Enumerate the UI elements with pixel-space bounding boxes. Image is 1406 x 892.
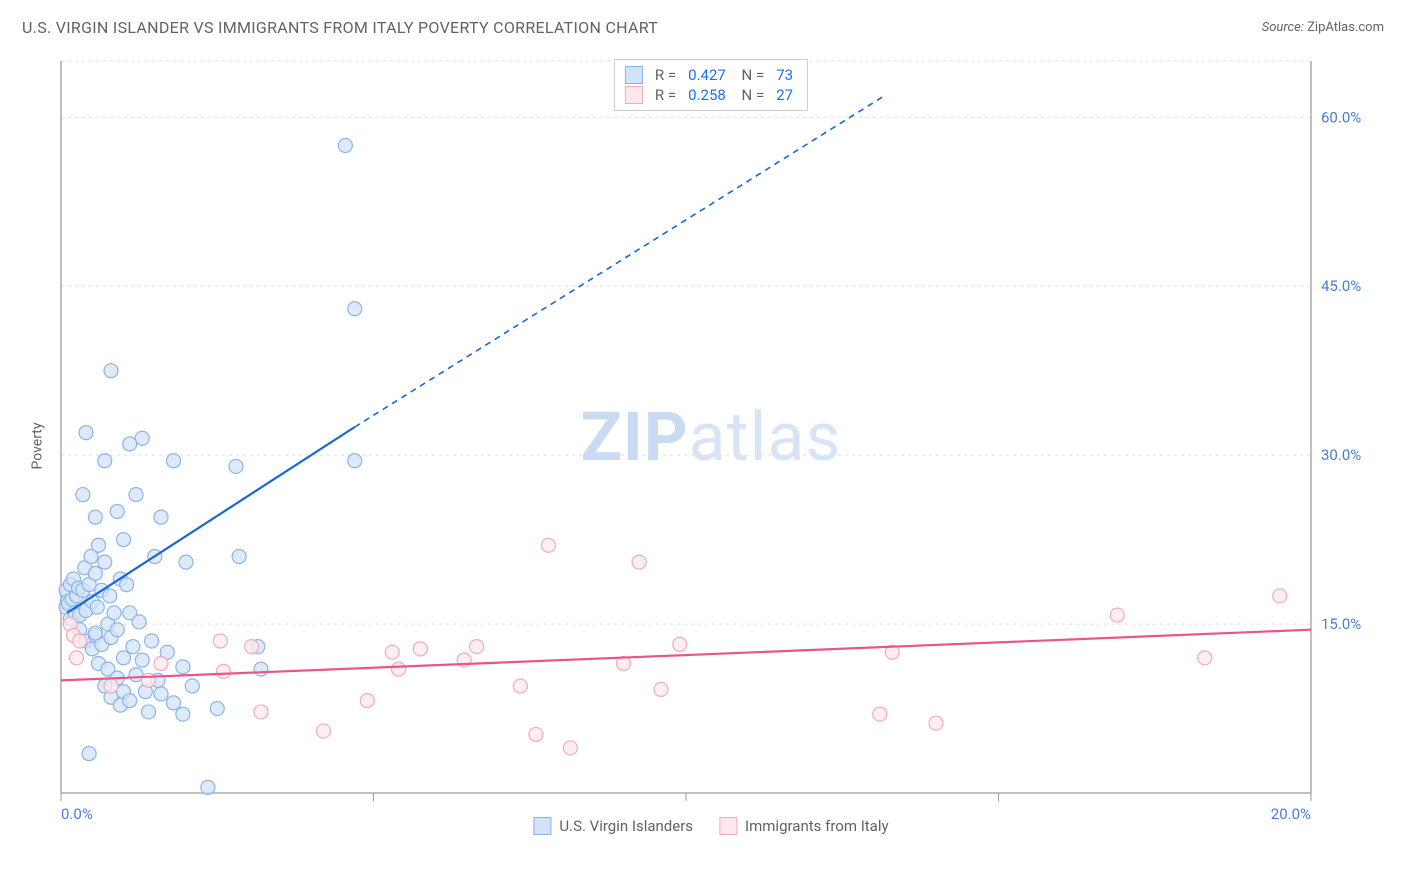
- legend-item-2: Immigrants from Italy: [719, 817, 889, 835]
- legend-item-1: U.S. Virgin Islanders: [533, 817, 693, 835]
- svg-text:0.0%: 0.0%: [61, 805, 93, 823]
- swatch-series-2: [719, 817, 737, 835]
- stat-r-value-2: 0.258: [688, 86, 726, 104]
- scatter-chart-svg: 15.0% 30.0% 45.0% 60.0% 0.0% 20.0%: [56, 55, 1366, 835]
- stat-n-label: N =: [738, 66, 764, 84]
- y-axis-label: Poverty: [30, 422, 46, 469]
- stat-n-label: N =: [738, 86, 764, 104]
- series-legend: U.S. Virgin Islanders Immigrants from It…: [533, 817, 888, 835]
- stat-r-label: R =: [655, 86, 676, 104]
- swatch-series-2: [625, 86, 643, 104]
- svg-text:30.0%: 30.0%: [1321, 446, 1361, 464]
- legend-row-series-1: R = 0.427 N = 73: [625, 66, 793, 84]
- source-value: ZipAtlas.com: [1307, 20, 1384, 35]
- correlation-legend: R = 0.427 N = 73 R = 0.258 N = 27: [614, 59, 808, 111]
- stat-r-label: R =: [655, 66, 676, 84]
- stat-n-value-1: 73: [776, 66, 793, 84]
- svg-text:20.0%: 20.0%: [1271, 805, 1311, 823]
- svg-text:60.0%: 60.0%: [1321, 108, 1361, 126]
- svg-text:15.0%: 15.0%: [1321, 615, 1361, 633]
- legend-label-1: U.S. Virgin Islanders: [559, 817, 693, 835]
- source-label: Source:: [1262, 20, 1304, 35]
- source-attribution: Source: ZipAtlas.com: [1262, 20, 1384, 35]
- chart-title: U.S. VIRGIN ISLANDER VS IMMIGRANTS FROM …: [22, 18, 658, 37]
- svg-text:45.0%: 45.0%: [1321, 277, 1361, 295]
- legend-label-2: Immigrants from Italy: [745, 817, 889, 835]
- swatch-series-1: [625, 66, 643, 84]
- stat-n-value-2: 27: [776, 86, 793, 104]
- plot-area: ZIPatlas 15.0%30.0%45.0%60.0%0.0%20.0% R…: [56, 55, 1366, 835]
- stat-r-value-1: 0.427: [688, 66, 726, 84]
- swatch-series-1: [533, 817, 551, 835]
- legend-row-series-2: R = 0.258 N = 27: [625, 86, 793, 104]
